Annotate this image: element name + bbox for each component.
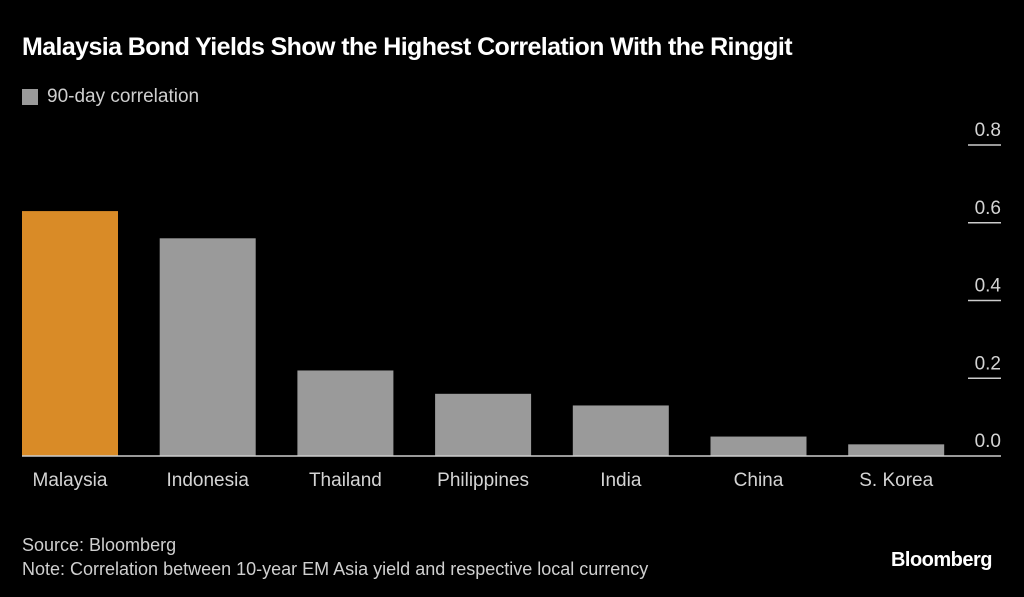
legend-label: 90-day correlation	[47, 86, 200, 107]
x-tick-label: China	[734, 470, 784, 491]
x-tick-label: Malaysia	[33, 470, 108, 491]
source-text: Source: Bloomberg	[22, 535, 177, 555]
chart-title: Malaysia Bond Yields Show the Highest Co…	[22, 33, 793, 61]
bar-malaysia	[22, 211, 118, 456]
y-tick-label: 0.2	[975, 353, 1001, 374]
legend: 90-day correlation	[22, 86, 199, 108]
bar-china	[710, 436, 807, 456]
x-tick-label: India	[600, 470, 642, 491]
x-tick-label: Thailand	[309, 470, 382, 491]
x-axis-labels: Malaysia Indonesia Thailand Philippines Indi…	[33, 470, 934, 491]
bar-s-korea	[848, 444, 945, 456]
y-tick-label: 0.4	[975, 276, 1002, 297]
footer-notes: Source: Bloomberg Note: Correlation betw…	[22, 533, 648, 581]
y-tick-label: 0.6	[975, 198, 1001, 219]
x-tick-label: S. Korea	[859, 470, 933, 491]
bars	[22, 211, 945, 456]
bar-indonesia	[159, 238, 256, 456]
bloomberg-logo: Bloomberg	[890, 549, 993, 571]
y-tick-label: 0.8	[975, 120, 1001, 141]
y-tick-label: 0.0	[975, 431, 1001, 452]
legend-swatch	[22, 89, 38, 105]
x-tick-label: Philippines	[437, 470, 529, 491]
x-tick-label: Indonesia	[166, 470, 249, 491]
y-axis-ticks: 0.0 0.2 0.4 0.6 0.8	[968, 120, 1001, 452]
bar-india	[572, 405, 669, 456]
bar-thailand	[297, 370, 394, 456]
note-text: Note: Correlation between 10-year EM Asi…	[22, 559, 649, 579]
bar-philippines	[435, 393, 532, 456]
